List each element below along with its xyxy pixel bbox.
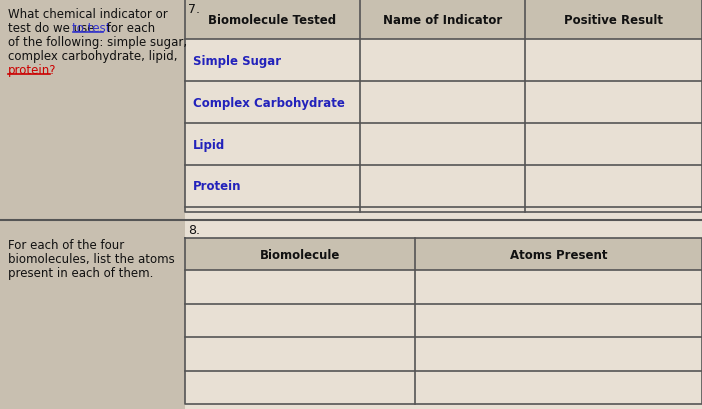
- Text: for each: for each: [102, 22, 154, 35]
- Text: biomolecules, list the atoms: biomolecules, list the atoms: [8, 253, 175, 266]
- Text: Complex Carbohydrate: Complex Carbohydrate: [193, 96, 345, 109]
- Text: What chemical indicator or: What chemical indicator or: [8, 8, 168, 21]
- Text: complex carbohydrate, lipid,: complex carbohydrate, lipid,: [8, 50, 178, 63]
- Text: Positive Result: Positive Result: [564, 13, 663, 27]
- Bar: [185, 0, 702, 409]
- Text: Simple Sugar: Simple Sugar: [193, 54, 281, 67]
- Bar: [185, 0, 702, 40]
- Text: For each of the four: For each of the four: [8, 239, 124, 252]
- Text: Biomolecule Tested: Biomolecule Tested: [208, 13, 336, 27]
- Text: Protein: Protein: [193, 180, 241, 193]
- Text: 8.: 8.: [188, 224, 200, 237]
- Text: Biomolecule: Biomolecule: [260, 248, 340, 261]
- Bar: [0, 0, 185, 409]
- Text: test do we use: test do we use: [8, 22, 98, 35]
- Text: Lipid: Lipid: [193, 138, 225, 151]
- Text: of the following: simple sugar,: of the following: simple sugar,: [8, 36, 187, 49]
- Text: Name of Indicator: Name of Indicator: [383, 13, 502, 27]
- Text: Atoms Present: Atoms Present: [510, 248, 607, 261]
- Text: 7.: 7.: [188, 3, 200, 16]
- Text: protein?: protein?: [8, 64, 56, 77]
- Text: present in each of them.: present in each of them.: [8, 267, 153, 280]
- Text: to test: to test: [72, 22, 111, 35]
- Bar: [185, 239, 702, 271]
